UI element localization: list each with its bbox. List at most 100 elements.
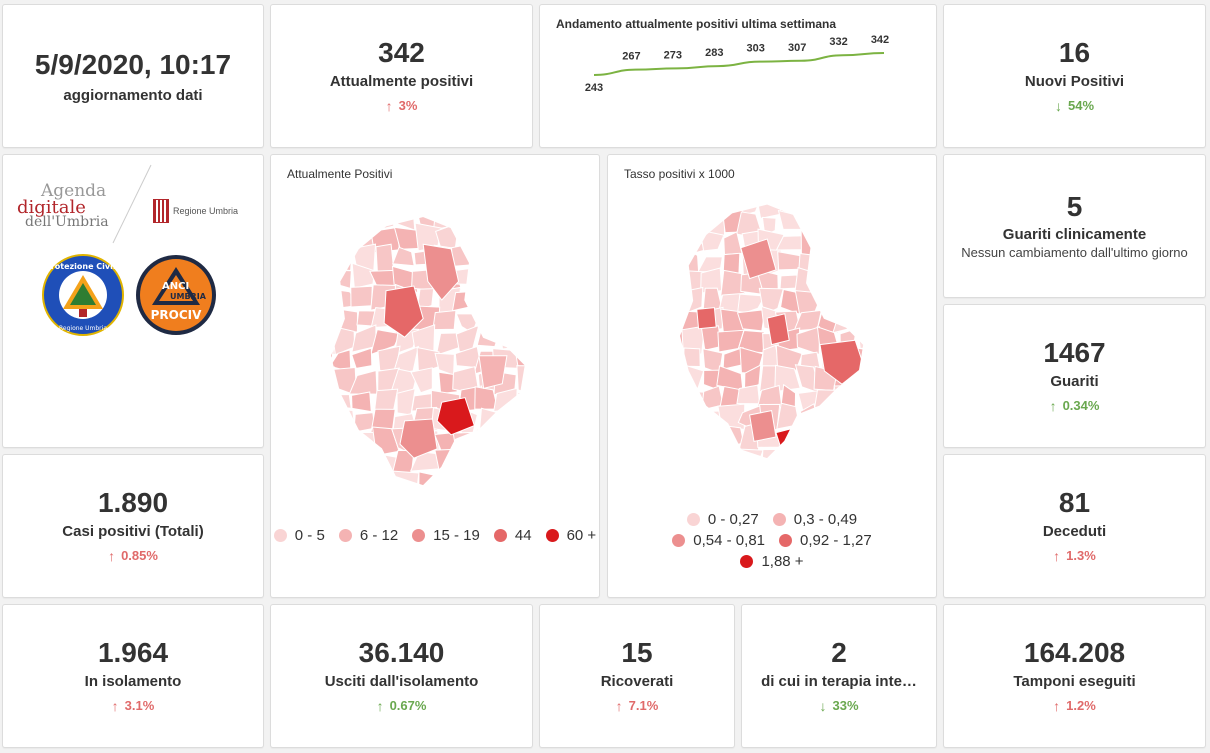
municipality-area[interactable] <box>559 352 580 372</box>
municipality-area[interactable] <box>374 469 394 498</box>
municipality-area[interactable] <box>814 197 843 218</box>
municipality-area[interactable] <box>681 209 704 234</box>
municipality-area[interactable] <box>494 308 520 331</box>
municipality-area[interactable] <box>559 207 576 225</box>
municipality-area[interactable] <box>392 345 420 376</box>
deceduti-card[interactable]: 81 Deceduti ↑ 1.3% <box>943 454 1206 598</box>
municipality-area[interactable] <box>892 195 915 215</box>
municipality-area[interactable] <box>660 288 687 312</box>
municipality-area[interactable] <box>541 433 560 452</box>
municipality-area[interactable] <box>351 492 376 516</box>
municipality-area[interactable] <box>893 409 917 427</box>
municipality-area[interactable] <box>289 452 316 477</box>
municipality-area[interactable] <box>756 461 777 489</box>
municipality-area[interactable] <box>800 444 822 466</box>
municipality-area[interactable] <box>642 465 668 489</box>
tamponi-card[interactable]: 164.208 Tamponi eseguiti ↑ 1.2% <box>943 604 1206 748</box>
municipality-area[interactable] <box>474 448 498 477</box>
municipality-area[interactable] <box>410 367 433 394</box>
municipality-area[interactable] <box>518 269 541 294</box>
municipality-area[interactable] <box>398 491 413 514</box>
municipality-area[interactable] <box>289 204 313 231</box>
legend-item[interactable]: 0,3 - 0,49 <box>772 511 857 528</box>
trend-card[interactable]: Andamento attualmente positivi ultima se… <box>539 4 937 148</box>
municipality-area[interactable] <box>899 257 918 274</box>
municipality-area[interactable] <box>475 223 501 250</box>
municipality-area[interactable] <box>873 249 891 276</box>
municipality-area[interactable] <box>873 387 896 407</box>
municipality-area[interactable] <box>538 390 562 417</box>
municipality-area[interactable] <box>521 492 537 518</box>
municipality-area[interactable] <box>854 286 879 309</box>
municipality-area[interactable] <box>534 210 556 222</box>
legend-item[interactable]: 44 <box>493 527 532 544</box>
municipality-area[interactable] <box>514 248 540 266</box>
municipality-area[interactable] <box>350 206 376 228</box>
umbria-map-attualmente-positivi[interactable] <box>271 195 599 535</box>
municipality-area[interactable] <box>535 223 558 250</box>
municipality-area[interactable] <box>496 284 522 313</box>
municipality-area[interactable] <box>851 195 877 219</box>
municipality-area[interactable] <box>819 466 838 483</box>
municipality-area[interactable] <box>892 366 919 391</box>
municipality-area[interactable] <box>819 444 843 467</box>
municipality-area[interactable] <box>892 424 919 451</box>
municipality-area[interactable] <box>478 496 503 516</box>
municipality-area[interactable] <box>832 407 861 429</box>
municipality-area[interactable] <box>480 285 496 312</box>
legend-item[interactable]: 15 - 19 <box>412 527 480 544</box>
municipality-area[interactable] <box>857 326 878 350</box>
municipality-area[interactable] <box>872 404 900 428</box>
municipality-area[interactable] <box>329 489 358 515</box>
municipality-area[interactable] <box>663 463 687 484</box>
municipality-area[interactable] <box>514 305 539 332</box>
municipality-area[interactable] <box>875 236 897 258</box>
ricoverati-card[interactable]: 15 Ricoverati ↑ 7.1% <box>539 604 735 748</box>
municipality-area[interactable] <box>722 463 740 486</box>
municipality-area[interactable] <box>755 195 783 219</box>
municipality-area[interactable] <box>558 430 579 455</box>
municipality-area[interactable] <box>351 347 373 369</box>
municipality-area[interactable] <box>640 311 663 334</box>
municipality-area[interactable] <box>451 290 483 312</box>
map-tasso-positivi-card[interactable]: Tasso positivi x 1000 0 - 0,27 0,3 - 0,49… <box>607 154 937 598</box>
municipality-area[interactable] <box>513 467 540 498</box>
municipality-area[interactable] <box>310 434 340 453</box>
municipality-area[interactable] <box>351 391 372 413</box>
municipality-area[interactable] <box>852 228 880 258</box>
municipality-area[interactable] <box>743 364 762 395</box>
municipality-area[interactable] <box>666 383 687 407</box>
municipality-area[interactable] <box>834 469 859 483</box>
municipality-area[interactable] <box>512 284 542 312</box>
municipality-area[interactable] <box>873 330 897 349</box>
municipality-area[interactable] <box>682 364 705 389</box>
municipality-area[interactable] <box>799 468 823 487</box>
municipality-area[interactable] <box>738 467 764 485</box>
municipality-area[interactable] <box>720 269 746 297</box>
municipality-area[interactable] <box>492 223 523 250</box>
municipality-area[interactable] <box>719 195 747 211</box>
municipality-area[interactable] <box>311 470 335 497</box>
municipality-area[interactable] <box>515 407 536 435</box>
municipality-area[interactable] <box>647 426 668 451</box>
municipality-area[interactable] <box>496 410 518 428</box>
municipality-area[interactable] <box>716 365 744 392</box>
legend-item[interactable]: 0,54 - 0,81 <box>672 532 765 549</box>
municipality-area[interactable] <box>310 245 340 274</box>
municipality-area[interactable] <box>681 325 706 355</box>
municipality-area[interactable] <box>535 370 561 393</box>
nuovi-positivi-card[interactable]: 16 Nuovi Positivi ↓ 54% <box>943 4 1206 148</box>
municipality-area[interactable] <box>892 230 914 252</box>
municipality-area[interactable] <box>308 348 335 373</box>
municipality-area[interactable] <box>535 494 561 512</box>
municipality-highlight[interactable] <box>478 355 508 389</box>
municipality-area[interactable] <box>330 225 353 253</box>
municipality-area[interactable] <box>289 252 317 267</box>
municipality-area[interactable] <box>534 306 559 332</box>
municipality-area[interactable] <box>351 262 375 289</box>
municipality-area[interactable] <box>776 402 800 430</box>
municipality-area[interactable] <box>879 429 896 448</box>
municipality-area[interactable] <box>821 253 840 278</box>
municipality-area[interactable] <box>855 268 879 292</box>
municipality-area[interactable] <box>645 327 665 354</box>
